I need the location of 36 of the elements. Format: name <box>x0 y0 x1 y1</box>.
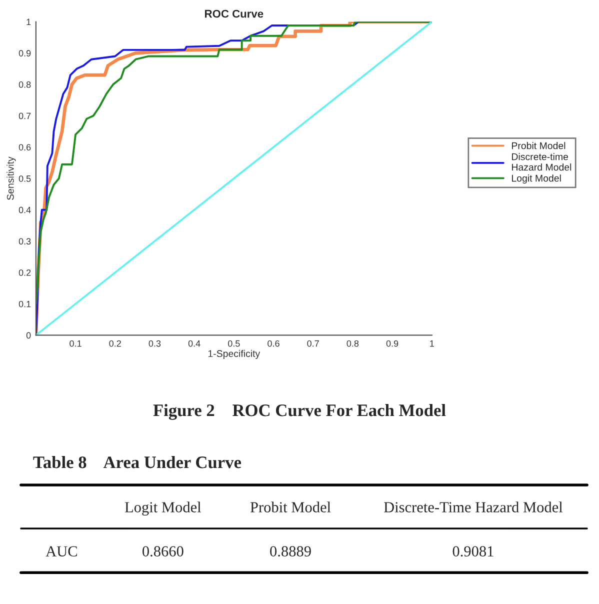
y-tick-label: 1 <box>26 18 31 26</box>
x-tick-label: 0.8 <box>346 340 359 347</box>
text: 0.9081 <box>452 546 494 557</box>
y-tick-label: 0.7 <box>18 112 31 120</box>
y-tick-label: 0.3 <box>18 238 31 245</box>
y-tick-label: 0.5 <box>18 175 31 182</box>
x-axis-title: 1-Specificity <box>208 350 260 359</box>
caption: Figure 2 ROC Curve For Each Model <box>153 404 446 420</box>
y-tick-label: 0.6 <box>18 144 31 150</box>
legend-label: Probit Model <box>512 142 566 150</box>
y-tick-label: 0 <box>26 332 31 339</box>
text: Logit Model <box>124 502 202 516</box>
text: Probit Model <box>250 502 331 512</box>
y-tick-label: 0.4 <box>18 206 31 214</box>
legend-label: Logit Model <box>512 174 561 184</box>
x-tick-label: 0.1 <box>70 340 82 347</box>
x-tick-label: 0.4 <box>188 340 200 347</box>
x-tick-label: 0.6 <box>268 340 280 347</box>
y-tick-label: 0.2 <box>18 269 31 276</box>
legend-label: Discrete-time Hazard Model <box>512 153 572 171</box>
chart-title: ROC Curve <box>205 10 264 18</box>
x-tick-label: 0.7 <box>307 340 319 347</box>
y-tick-label: 0.8 <box>18 81 31 88</box>
text: 0.8660 <box>142 546 184 557</box>
text: 0.8889 <box>270 546 311 557</box>
x-tick-label: 0.5 <box>228 340 240 347</box>
text: AUC <box>46 546 77 556</box>
caption: Table 8 Area Under Curve <box>33 456 242 468</box>
text: Discrete-Time Hazard Model <box>384 502 563 512</box>
x-tick-label: 1 <box>430 340 434 347</box>
y-tick-label: 0.9 <box>18 50 31 56</box>
x-tick-label: 0.9 <box>386 340 398 347</box>
x-tick-label: 0.2 <box>109 340 121 347</box>
x-tick-label: 0.3 <box>148 340 161 347</box>
y-tick-label: 0.1 <box>18 300 31 308</box>
y-axis-title: Sensitivity <box>6 156 16 200</box>
